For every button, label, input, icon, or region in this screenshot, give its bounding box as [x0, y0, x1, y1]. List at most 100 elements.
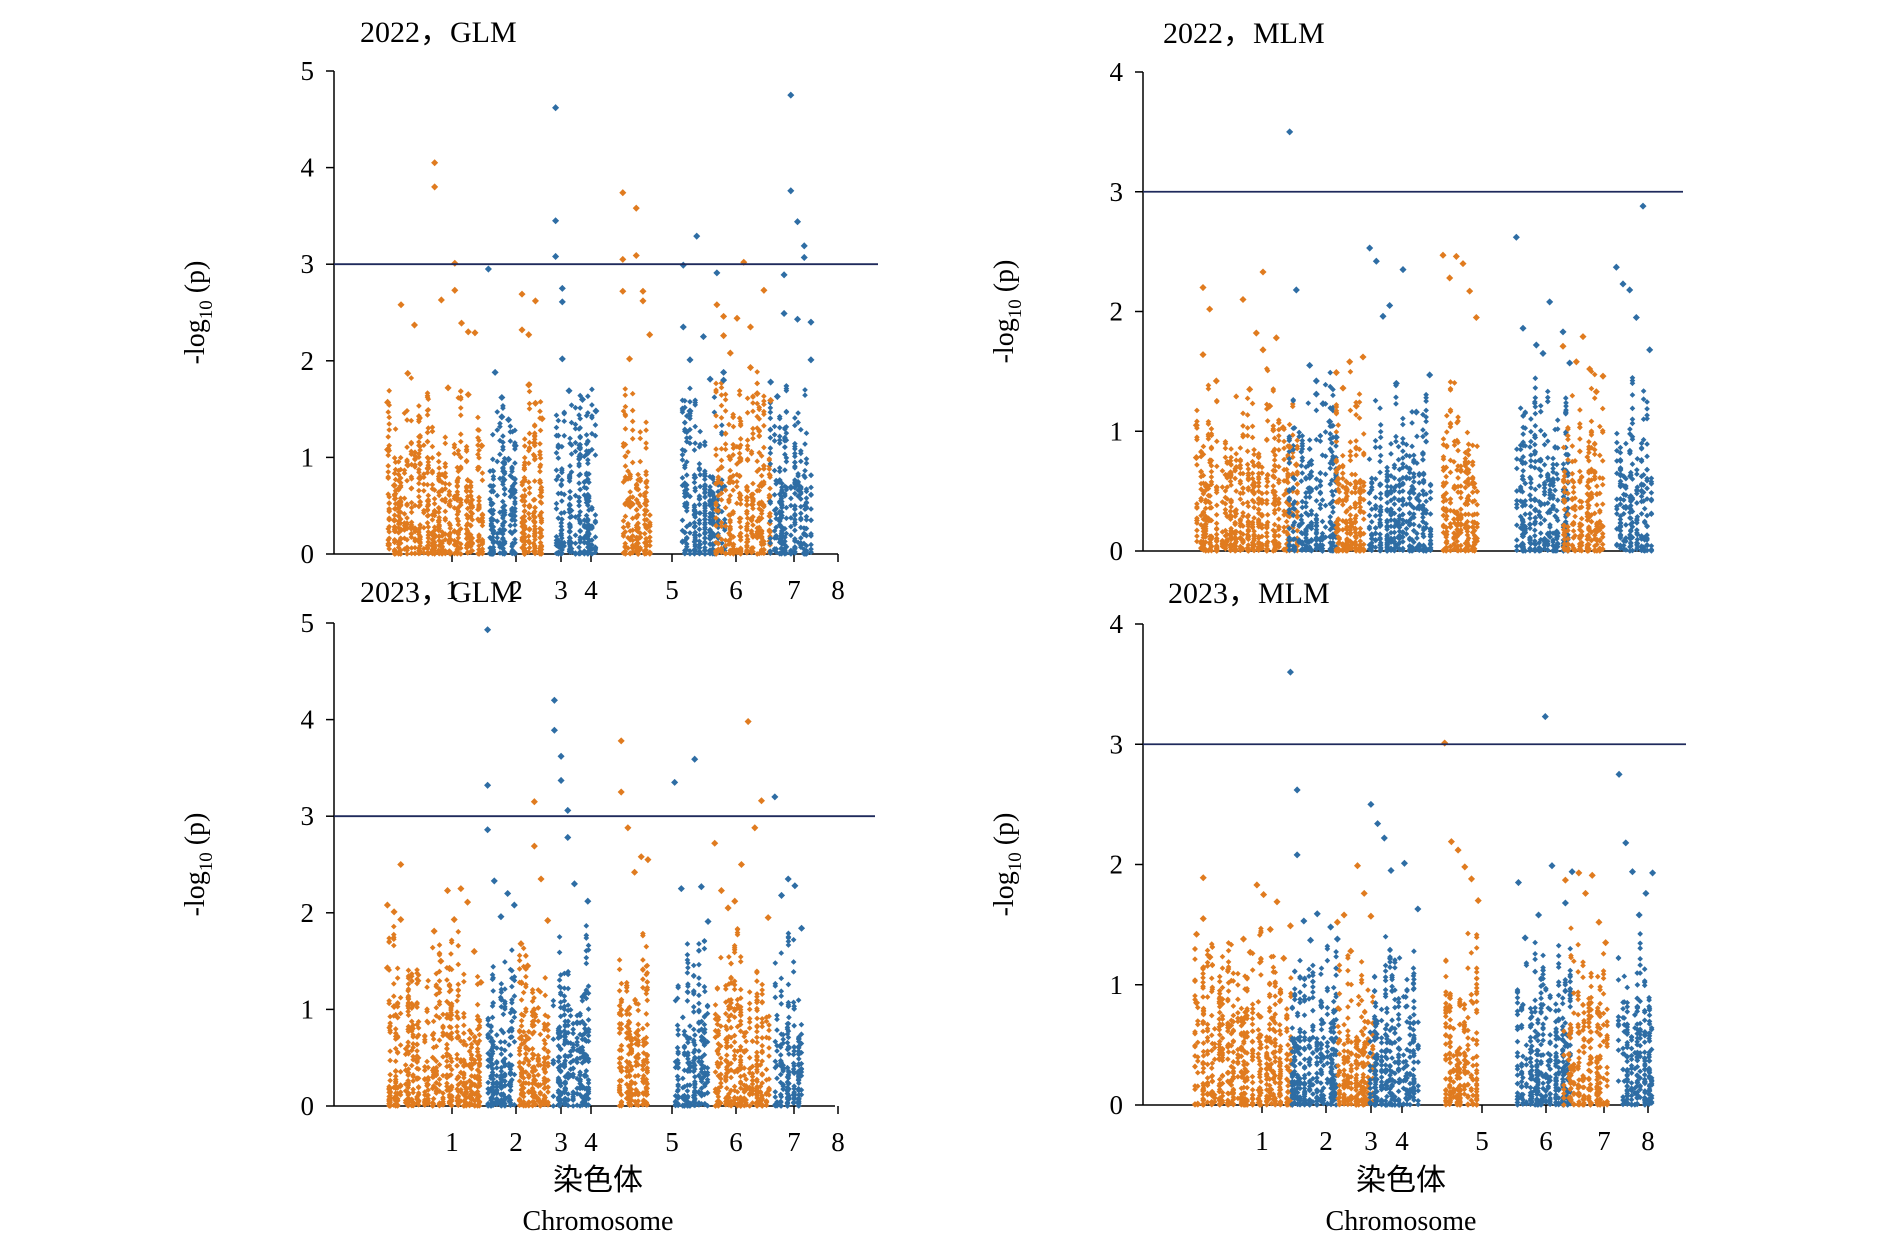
snp-point-minor — [691, 479, 698, 486]
snp-point-minor — [744, 437, 751, 444]
snp-point — [592, 407, 600, 415]
snp-point-minor — [417, 533, 423, 540]
snp-point-minor — [1513, 537, 1520, 543]
snp-point — [625, 355, 634, 363]
snp-point-minor — [622, 386, 629, 392]
snp-point-minor — [1537, 530, 1544, 536]
snp-point-minor — [417, 498, 423, 505]
snp-point-minor — [1447, 524, 1454, 531]
snp-point-minor — [553, 412, 560, 419]
snp-point-minor — [1423, 407, 1429, 414]
snp-point-minor — [435, 504, 442, 511]
snp-point-minor — [713, 423, 719, 430]
snp-point-minor — [391, 455, 398, 461]
snp-point-minor — [1388, 450, 1394, 457]
snp-point-minor — [1570, 489, 1577, 496]
snp-point-minor — [1339, 470, 1346, 477]
snp-point-minor — [722, 504, 729, 511]
snp-point-minor — [1194, 407, 1200, 414]
panel-title: 2022，MLM — [1163, 17, 1325, 50]
snp-point-minor — [1271, 457, 1278, 463]
snp-point-minor — [754, 458, 761, 465]
snp-point-minor — [1553, 461, 1560, 468]
snp-point-minor — [1264, 471, 1271, 478]
snp-point-minor — [722, 396, 729, 403]
snp-point-minor — [416, 493, 422, 500]
snp-point-minor — [386, 546, 393, 552]
snp-point-minor — [1228, 454, 1234, 461]
snp-point-minor — [421, 474, 427, 481]
snp-point-minor — [391, 523, 398, 530]
snp-point-minor — [767, 450, 774, 457]
snp-point-minor — [425, 535, 432, 541]
snp-point — [451, 259, 459, 267]
snp-point-minor — [1275, 506, 1282, 512]
snp-point — [632, 204, 640, 212]
snp-point-minor — [1532, 532, 1538, 539]
snp-point-minor — [687, 385, 693, 392]
snp-point-minor — [404, 525, 410, 532]
snp-point-minor — [397, 498, 404, 505]
snp-point-minor — [1322, 502, 1329, 509]
snp-point-minor — [1544, 394, 1551, 401]
snp-point-minor — [1264, 418, 1271, 424]
snp-point-minor — [702, 442, 708, 449]
snp-point-minor — [722, 408, 729, 414]
snp-point-minor — [1366, 512, 1373, 519]
snp-point-minor — [1532, 375, 1539, 382]
snp-point-minor — [431, 500, 438, 507]
snp-point — [531, 297, 539, 305]
snp-point-minor — [526, 388, 533, 395]
snp-point-minor — [397, 520, 404, 527]
background-snp-cloud — [385, 369, 814, 557]
snp-point-minor — [744, 409, 751, 416]
snp-point-minor — [1366, 456, 1373, 463]
snp-point-minor — [1377, 495, 1384, 502]
snp-point-minor — [1391, 501, 1398, 507]
snp-point-minor — [446, 550, 453, 556]
snp-point-minor — [457, 396, 464, 402]
snp-point-minor — [431, 508, 438, 515]
snp-point-minor — [679, 517, 686, 524]
snp-point-minor — [567, 488, 573, 495]
snp-point — [800, 253, 808, 261]
snp-point-minor — [1406, 495, 1413, 501]
snp-point — [679, 261, 687, 269]
snp-point-minor — [561, 432, 568, 439]
snp-point-minor — [1194, 504, 1200, 510]
snp-point-minor — [802, 441, 808, 447]
snp-point-minor — [431, 539, 438, 546]
snp-point-minor — [425, 425, 432, 431]
snp-point-minor — [1244, 461, 1251, 468]
snp-point-minor — [1411, 452, 1417, 459]
snp-point-minor — [1586, 438, 1592, 445]
snp-point-minor — [1427, 482, 1434, 489]
snp-point-minor — [553, 500, 560, 507]
snp-point-minor — [1577, 436, 1583, 442]
snp-point-minor — [457, 388, 464, 395]
snp-point-minor — [526, 400, 533, 407]
snp-point-minor — [431, 549, 438, 556]
snp-point-minor — [1455, 447, 1461, 454]
snp-point — [531, 399, 539, 407]
snp-point-minor — [1377, 422, 1384, 428]
y-tick-label: 5 — [301, 56, 315, 86]
snp-point-minor — [555, 417, 562, 424]
snp-point-minor — [442, 498, 449, 505]
x-tick-label: 3 — [554, 575, 568, 605]
snp-point-minor — [397, 495, 404, 502]
snp-point-minor — [408, 475, 415, 482]
x-tick-label: 8 — [831, 575, 845, 605]
snp-point-minor — [447, 525, 454, 532]
snp-point-minor — [1447, 379, 1454, 385]
snp-point-minor — [439, 544, 445, 551]
snp-point-minor — [408, 440, 415, 447]
snp-point-minor — [455, 535, 462, 541]
snp-point-minor — [692, 423, 699, 430]
snp-point-minor — [555, 455, 562, 461]
snp-point-minor — [431, 487, 438, 493]
snp-point-minor — [1244, 448, 1251, 455]
snp-point-minor — [1527, 492, 1533, 498]
snp-point-minor — [404, 417, 410, 423]
snp-point-minor — [750, 435, 756, 442]
